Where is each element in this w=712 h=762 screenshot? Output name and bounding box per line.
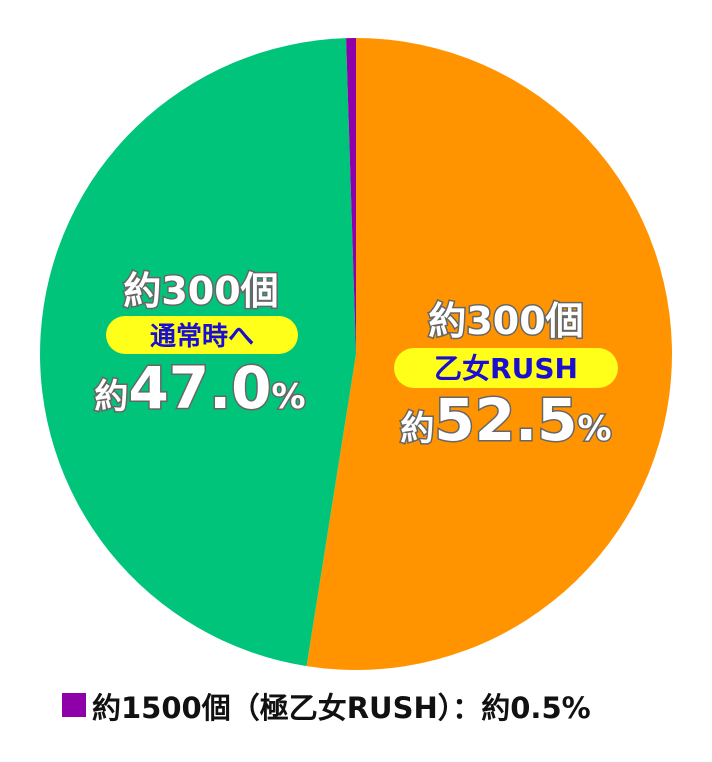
legend-swatch	[62, 693, 86, 717]
normal-name-pill	[106, 316, 298, 354]
normal-count-label: 約300個	[123, 269, 278, 313]
legend-text: 約1500個（極乙女RUSH）：約0.5%	[92, 691, 591, 725]
otome-rush-label-group: 約300個 乙女RUSH 約52.5%	[394, 298, 618, 456]
normal-name-label: 通常時へ	[150, 322, 254, 352]
normal-label-group: 約300個 通常時へ 約47.0%	[93, 268, 307, 424]
normal-pct-prefix: 約	[94, 377, 128, 417]
otome-rush-pct-prefix: 約	[400, 409, 434, 449]
legend: 約1500個（極乙女RUSH）：約0.5%	[62, 691, 591, 725]
otome-rush-pct-suffix: %	[578, 409, 612, 449]
pie-slice-goku-otome-rush	[346, 38, 356, 354]
otome-rush-count-label: 約300個	[428, 299, 583, 343]
otome-rush-name-label: 乙女RUSH	[434, 352, 578, 385]
normal-pct-label: 約47.0%	[94, 354, 305, 422]
otome-rush-pct-label: 約52.5%	[400, 386, 611, 454]
otome-rush-name-pill	[394, 348, 618, 388]
otome-rush-pct-value: 52.5	[434, 386, 577, 454]
normal-pct-suffix: %	[272, 377, 306, 417]
normal-pct-value: 47.0	[128, 354, 271, 422]
